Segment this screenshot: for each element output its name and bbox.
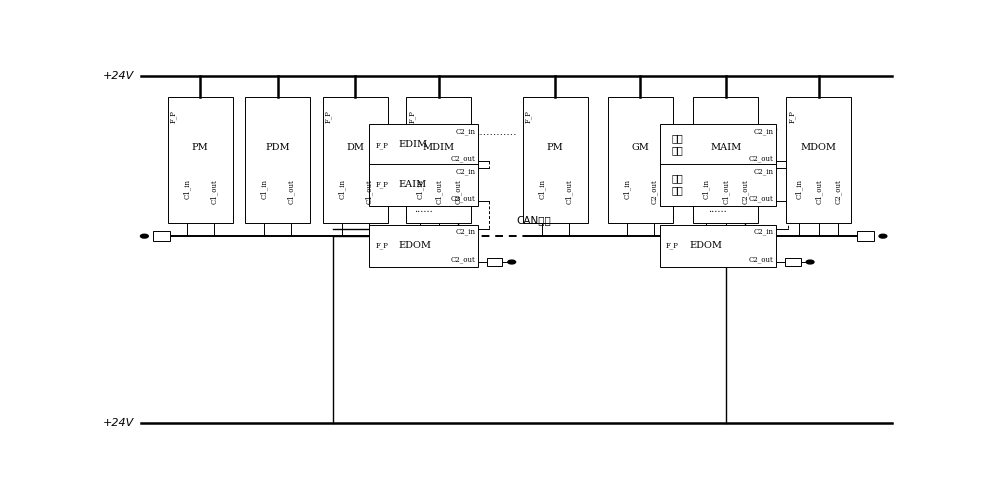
Text: C1_in: C1_in (416, 179, 424, 199)
Bar (369, 164, 478, 206)
Text: EDIM: EDIM (399, 140, 428, 149)
Text: ............: ............ (477, 126, 517, 136)
Text: C1_in: C1_in (702, 179, 710, 199)
Circle shape (140, 234, 148, 238)
Bar (487, 258, 502, 266)
Text: C1_out: C1_out (815, 179, 823, 204)
Bar (857, 231, 874, 242)
Text: C2_out: C2_out (749, 155, 774, 163)
Text: C1_in: C1_in (338, 179, 346, 199)
Text: PDM: PDM (265, 143, 290, 152)
Text: C1_out: C1_out (722, 179, 730, 204)
Text: F_P: F_P (375, 181, 388, 189)
Text: +24V: +24V (103, 72, 134, 82)
Text: ......: ...... (414, 205, 433, 214)
Bar (660, 164, 776, 206)
Text: C2_out: C2_out (749, 195, 774, 203)
Bar (660, 225, 776, 267)
Text: PM: PM (192, 143, 209, 152)
Bar (168, 97, 233, 223)
Bar (693, 97, 758, 223)
Text: C1_out: C1_out (210, 179, 218, 204)
Text: C2_out: C2_out (650, 179, 658, 204)
Text: C1_in: C1_in (183, 179, 191, 199)
Circle shape (879, 234, 887, 238)
Text: +24V: +24V (103, 417, 134, 427)
Text: 网络: 网络 (671, 174, 683, 184)
Text: GM: GM (631, 143, 649, 152)
Text: 模块: 模块 (671, 186, 683, 195)
Bar (369, 225, 478, 267)
Text: 网络: 网络 (671, 135, 683, 144)
Bar (369, 124, 478, 166)
Text: C2_in: C2_in (455, 127, 475, 135)
Text: C2_out: C2_out (749, 255, 774, 263)
Text: C2_in: C2_in (754, 167, 774, 175)
Text: C1_out: C1_out (287, 179, 295, 204)
Text: C1_out: C1_out (365, 179, 373, 204)
Text: MDOM: MDOM (801, 143, 837, 152)
Bar (608, 97, 673, 223)
Text: 模块: 模块 (671, 146, 683, 155)
Bar (523, 97, 588, 223)
Circle shape (508, 260, 516, 264)
Bar (786, 97, 851, 223)
Text: F_P: F_P (524, 110, 532, 123)
Text: C2_in: C2_in (455, 228, 475, 236)
Text: C2_in: C2_in (754, 228, 774, 236)
Text: F_P: F_P (666, 242, 679, 249)
Text: ......: ...... (708, 205, 727, 214)
Text: C2_out: C2_out (451, 195, 475, 203)
Bar (660, 124, 776, 166)
Bar (323, 97, 388, 223)
Text: C1_in: C1_in (795, 179, 803, 199)
Text: MDIM: MDIM (423, 143, 455, 152)
Text: DM: DM (346, 143, 364, 152)
Text: C1_in: C1_in (260, 179, 268, 199)
Text: F_P: F_P (788, 110, 796, 123)
Text: EDOM: EDOM (689, 241, 722, 250)
Bar (785, 258, 801, 266)
Bar (153, 231, 170, 242)
Text: C1_out: C1_out (435, 179, 443, 204)
Text: PM: PM (547, 143, 564, 152)
Text: F_P: F_P (324, 110, 332, 123)
Text: C2_in: C2_in (455, 167, 475, 175)
Text: C1_out: C1_out (565, 179, 573, 204)
Text: EDOM: EDOM (399, 241, 432, 250)
Text: C2_out: C2_out (454, 179, 462, 204)
Text: C2_out: C2_out (741, 179, 749, 204)
Text: F_P: F_P (375, 242, 388, 249)
Text: C2_out: C2_out (451, 155, 475, 163)
Text: C1_in: C1_in (623, 179, 631, 199)
Text: F_P: F_P (408, 110, 416, 123)
Bar (245, 97, 310, 223)
Text: C2_out: C2_out (451, 255, 475, 263)
Text: C2_out: C2_out (834, 179, 842, 204)
Text: EAIM: EAIM (399, 180, 427, 189)
Bar (406, 97, 471, 223)
Text: F_P: F_P (375, 141, 388, 149)
Text: C1_in: C1_in (538, 179, 546, 199)
Text: C2_in: C2_in (754, 127, 774, 135)
Text: MAIM: MAIM (710, 143, 741, 152)
Text: CAN总线: CAN总线 (516, 215, 551, 225)
Circle shape (806, 260, 814, 264)
Text: F_P: F_P (169, 110, 177, 123)
